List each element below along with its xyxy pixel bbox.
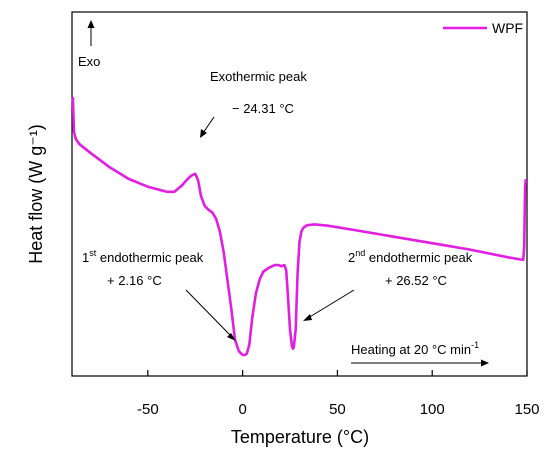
second-endo-value: + 26.52 °C [385,273,447,288]
exothermic-peak-annotation: Exothermic peak − 24.31 °C [200,69,307,138]
heating-rate-arrow-head [481,359,489,367]
exothermic-peak-arrow-head [200,129,207,138]
legend-label-wpf: WPF [492,20,523,36]
first-endo-arrow-head [227,333,236,341]
x-axis-title: Temperature (°C) [231,427,369,447]
x-tick-label: -50 [137,401,159,418]
exothermic-peak-value: − 24.31 °C [232,101,294,116]
y-axis-title: Heat flow (W g⁻¹) [26,124,46,264]
second-endo-arrow-head [303,314,312,321]
x-tick-label: 0 [238,401,246,418]
x-axis-ticks: -50 0 50 100 150 [137,370,540,418]
first-endothermic-peak-annotation: 1st endothermic peak + 2.16 °C [82,248,236,341]
x-tick-label: 100 [420,401,445,418]
first-endo-value: + 2.16 °C [107,273,162,288]
exothermic-peak-arrow [202,116,215,134]
x-tick-label: 50 [329,401,346,418]
first-endo-arrow [185,289,233,338]
heating-rate-label: Heating at 20 °C min-1 [351,340,479,357]
second-endo-label: 2nd endothermic peak [348,248,473,265]
second-endothermic-peak-annotation: 2nd endothermic peak + 26.52 °C [303,248,473,321]
second-endo-arrow [307,289,355,319]
plot-frame [71,11,528,377]
wpf-series-line [71,96,527,357]
legend: WPF [443,20,523,36]
exo-annotation: Exo [78,20,100,69]
heating-rate-annotation: Heating at 20 °C min-1 [351,340,489,367]
exo-label: Exo [78,54,100,69]
first-endo-label: 1st endothermic peak [82,248,204,265]
exothermic-peak-label: Exothermic peak [210,69,307,84]
x-tick-label: 150 [514,401,539,418]
exo-arrow-head [87,20,95,28]
